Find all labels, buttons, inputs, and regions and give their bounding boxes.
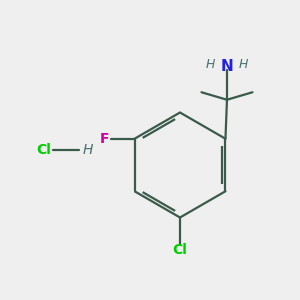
Text: F: F — [100, 132, 109, 146]
Text: H: H — [82, 143, 93, 157]
Text: N: N — [220, 59, 233, 74]
Text: H: H — [206, 58, 215, 71]
Text: H: H — [239, 58, 248, 71]
Text: Cl: Cl — [172, 244, 188, 257]
Text: Cl: Cl — [36, 143, 51, 157]
